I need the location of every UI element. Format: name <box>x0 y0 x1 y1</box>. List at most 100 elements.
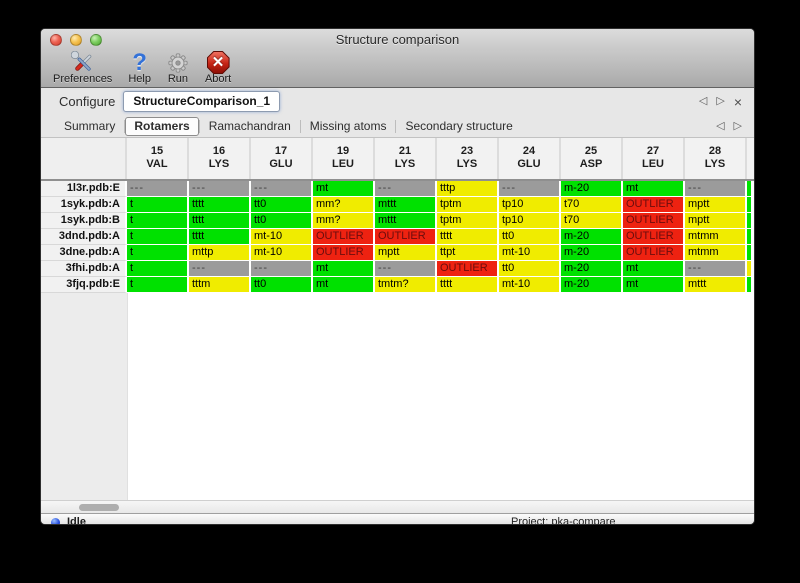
table-cell[interactable]: mt <box>623 277 685 293</box>
tab-rotamers[interactable]: Rotamers <box>125 116 199 136</box>
horizontal-scrollbar[interactable] <box>41 500 754 513</box>
table-row: 3fjq.pdb:E t tttm tt0 mt tmtm? tttt mt-10 m-20 mt… <box>41 277 754 293</box>
table-cell[interactable]: --- <box>251 261 313 277</box>
column-header-partial <box>747 138 751 179</box>
table-cell[interactable]: m-20 <box>561 277 623 293</box>
table-cell[interactable]: mt-10 <box>251 229 313 245</box>
table-cell[interactable]: tmtm? <box>375 277 437 293</box>
table-cell[interactable]: tttm <box>189 277 251 293</box>
row-label[interactable]: 1syk.pdb:A <box>41 197 127 213</box>
table-cell[interactable]: tp10 <box>499 213 561 229</box>
tab-missing-atoms[interactable]: Missing atoms <box>309 119 387 133</box>
tabs-scroll-left-icon[interactable]: ◁ <box>716 119 725 132</box>
table-cell[interactable]: --- <box>499 181 561 197</box>
table-cell[interactable]: tt0 <box>251 277 313 293</box>
table-cell[interactable]: mtmm <box>685 245 747 261</box>
table-cell[interactable]: --- <box>375 261 437 277</box>
table-cell[interactable]: tt0 <box>251 213 313 229</box>
table-cell[interactable]: mptt <box>375 245 437 261</box>
table-cell[interactable]: --- <box>189 181 251 197</box>
table-cell[interactable]: mt <box>623 181 685 197</box>
table-cell[interactable]: ttpt <box>437 245 499 261</box>
table-cell[interactable]: mptt <box>685 213 747 229</box>
table-cell[interactable]: --- <box>127 181 189 197</box>
minimize-window-button[interactable] <box>70 34 82 46</box>
preferences-button[interactable]: Preferences <box>53 50 112 85</box>
table-cell[interactable]: tptm <box>437 213 499 229</box>
table-cell[interactable]: t <box>127 261 189 277</box>
table-cell[interactable]: tp10 <box>499 197 561 213</box>
scrollbar-thumb[interactable] <box>79 504 119 511</box>
tab-summary[interactable]: Summary <box>64 119 116 133</box>
table-cell[interactable]: tttt <box>189 197 251 213</box>
table-cell[interactable]: OUTLIER <box>623 213 685 229</box>
table-cell[interactable]: mt <box>313 181 375 197</box>
table-cell[interactable]: tt0 <box>499 261 561 277</box>
tab-secondary-structure[interactable]: Secondary structure <box>405 119 513 133</box>
tab-ramachandran[interactable]: Ramachandran <box>208 119 291 133</box>
table-cell[interactable]: m-20 <box>561 261 623 277</box>
table-cell[interactable]: mttt <box>375 197 437 213</box>
table-cell[interactable]: mttt <box>685 277 747 293</box>
table-cell[interactable]: --- <box>251 181 313 197</box>
row-label[interactable]: 3fjq.pdb:E <box>41 277 127 293</box>
table-cell[interactable]: OUTLIER <box>313 245 375 261</box>
table-cell[interactable]: t <box>127 245 189 261</box>
tabs-scroll-right-icon[interactable]: ▷ <box>733 119 742 132</box>
table-cell[interactable]: --- <box>189 261 251 277</box>
configuration-name-field[interactable]: StructureComparison_1 <box>123 91 281 112</box>
table-cell[interactable]: t <box>127 213 189 229</box>
row-label[interactable]: 3dne.pdb:A <box>41 245 127 261</box>
table-cell[interactable]: mttp <box>189 245 251 261</box>
table-cell[interactable]: tttt <box>189 229 251 245</box>
row-label[interactable]: 3dnd.pdb:A <box>41 229 127 245</box>
table-cell[interactable]: OUTLIER <box>623 229 685 245</box>
table-cell[interactable]: mt <box>313 277 375 293</box>
table-cell[interactable]: OUTLIER <box>375 229 437 245</box>
row-label[interactable]: 1l3r.pdb:E <box>41 181 127 197</box>
close-configuration-icon[interactable]: × <box>733 93 742 110</box>
table-cell[interactable]: t <box>127 197 189 213</box>
zoom-window-button[interactable] <box>90 34 102 46</box>
table-cell[interactable]: --- <box>685 181 747 197</box>
table-cell[interactable]: mt <box>313 261 375 277</box>
abort-button[interactable]: ✕ Abort <box>205 51 231 85</box>
row-label[interactable]: 3fhi.pdb:A <box>41 261 127 277</box>
table-cell[interactable]: m-20 <box>561 229 623 245</box>
next-configuration-icon[interactable]: ▷ <box>716 95 725 107</box>
table-cell[interactable]: t <box>127 229 189 245</box>
table-cell[interactable]: mtmm <box>685 229 747 245</box>
table-cell[interactable]: --- <box>375 181 437 197</box>
table-cell[interactable]: m-20 <box>561 245 623 261</box>
table-cell[interactable]: tt0 <box>251 197 313 213</box>
table-cell[interactable]: tttt <box>189 213 251 229</box>
table-cell[interactable]: t70 <box>561 197 623 213</box>
table-cell[interactable]: OUTLIER <box>437 261 499 277</box>
run-button[interactable]: Run <box>167 51 189 85</box>
table-cell[interactable]: mm? <box>313 213 375 229</box>
table-cell[interactable]: tttt <box>437 277 499 293</box>
table-cell[interactable]: OUTLIER <box>623 245 685 261</box>
table-cell[interactable]: OUTLIER <box>313 229 375 245</box>
table-cell[interactable]: tt0 <box>499 229 561 245</box>
table-cell[interactable]: tttp <box>437 181 499 197</box>
title-bar[interactable]: Structure comparison <box>41 29 754 50</box>
table-cell[interactable]: mt <box>623 261 685 277</box>
table-cell[interactable]: mt-10 <box>499 245 561 261</box>
table-cell[interactable]: mptt <box>685 197 747 213</box>
table-cell[interactable]: mm? <box>313 197 375 213</box>
row-label[interactable]: 1syk.pdb:B <box>41 213 127 229</box>
table-cell[interactable]: mt-10 <box>251 245 313 261</box>
close-window-button[interactable] <box>50 34 62 46</box>
table-cell[interactable]: tptm <box>437 197 499 213</box>
table-cell[interactable]: t <box>127 277 189 293</box>
table-cell[interactable]: OUTLIER <box>623 197 685 213</box>
table-cell[interactable]: mt-10 <box>499 277 561 293</box>
table-cell[interactable]: mttt <box>375 213 437 229</box>
table-cell[interactable]: t70 <box>561 213 623 229</box>
prev-configuration-icon[interactable]: ◁ <box>698 95 708 107</box>
help-button[interactable]: ? Help <box>128 50 151 85</box>
table-cell[interactable]: --- <box>685 261 747 277</box>
table-cell[interactable]: tttt <box>437 229 499 245</box>
table-cell[interactable]: m-20 <box>561 181 623 197</box>
